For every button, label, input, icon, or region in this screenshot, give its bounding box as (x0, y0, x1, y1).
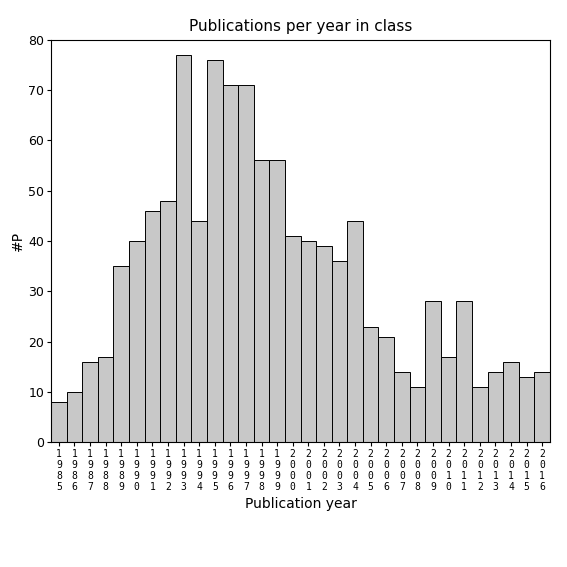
Bar (98, 357, 113, 442)
Bar (160, 201, 176, 442)
Y-axis label: #P: #P (11, 231, 26, 251)
Bar (332, 261, 347, 442)
Bar (503, 362, 519, 442)
Bar (67, 392, 82, 442)
Bar (254, 160, 269, 442)
Bar (394, 372, 409, 442)
Bar (379, 337, 394, 442)
Bar (441, 357, 456, 442)
Title: Publications per year in class: Publications per year in class (189, 19, 412, 35)
Bar (269, 160, 285, 442)
Bar (192, 221, 207, 442)
Bar (113, 266, 129, 442)
Bar (425, 302, 441, 442)
Bar (285, 236, 301, 442)
Bar (316, 246, 332, 442)
X-axis label: Publication year: Publication year (244, 497, 357, 511)
Bar (409, 387, 425, 442)
Bar (347, 221, 363, 442)
Bar (301, 241, 316, 442)
Bar (222, 85, 238, 442)
Bar (82, 362, 98, 442)
Bar (238, 85, 254, 442)
Bar (51, 402, 67, 442)
Bar (363, 327, 379, 442)
Bar (456, 302, 472, 442)
Bar (519, 377, 534, 442)
Bar (488, 372, 503, 442)
Bar (207, 60, 223, 442)
Bar (176, 55, 192, 442)
Bar (472, 387, 488, 442)
Bar (129, 241, 145, 442)
Bar (145, 211, 160, 442)
Bar (534, 372, 550, 442)
